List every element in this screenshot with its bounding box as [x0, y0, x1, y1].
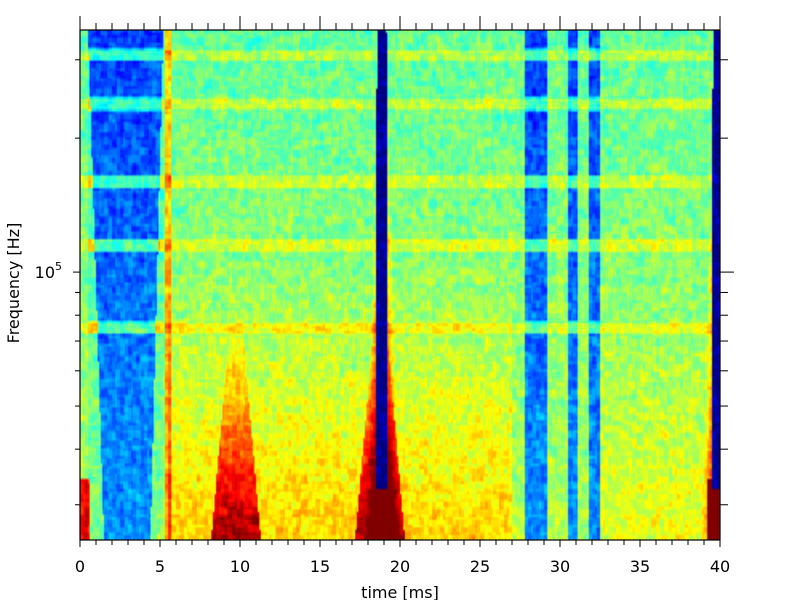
x-axis-ticks: 0 5 10 15 20 25 30 35 40: [75, 16, 730, 576]
x-tick-label: 10: [230, 557, 250, 576]
x-tick-label: 40: [710, 557, 730, 576]
plot-frame: [79, 29, 721, 541]
x-axis-label: time [ms]: [361, 583, 439, 600]
y-axis-label: Frequency [Hz]: [4, 223, 23, 344]
x-tick-label: 5: [155, 557, 165, 576]
y-tick-label: 105: [35, 260, 62, 282]
x-tick-label: 20: [390, 557, 410, 576]
x-tick-label: 15: [310, 557, 330, 576]
x-tick-label: 35: [630, 557, 650, 576]
spectrogram-heatmap: [80, 30, 720, 540]
y-axis-ticks: 105: [35, 59, 734, 506]
x-tick-label: 30: [550, 557, 570, 576]
x-tick-label: 0: [75, 557, 85, 576]
x-tick-label: 25: [470, 557, 490, 576]
